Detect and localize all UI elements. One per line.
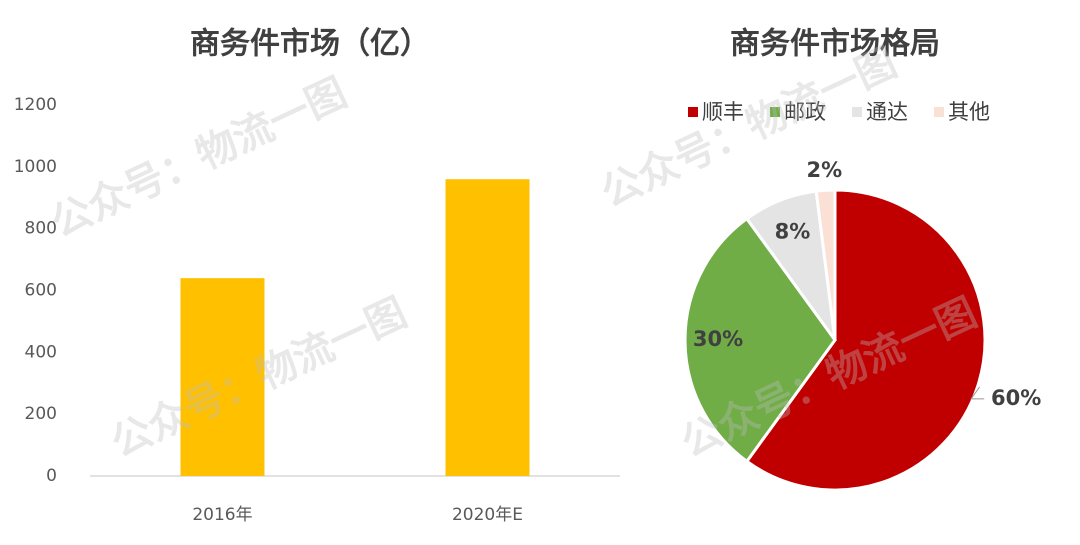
legend-label: 通达 (866, 100, 908, 124)
data-label: 30% (693, 327, 743, 351)
data-label: 60% (991, 386, 1041, 410)
data-label: 2% (807, 158, 843, 182)
y-tick-label: 0 (46, 466, 57, 486)
y-tick-label: 600 (25, 281, 57, 301)
bar (180, 278, 265, 476)
legend-label: 顺丰 (702, 100, 744, 124)
y-tick-label: 200 (25, 404, 57, 424)
watermark: 公众号：物流一图 (594, 40, 903, 217)
pie-slice (744, 188, 987, 492)
pie-slice (683, 216, 837, 464)
x-tick-label: 2016年 (192, 505, 252, 525)
legend-swatch (852, 107, 862, 117)
leader-line (970, 386, 985, 400)
chart-title: 商务件市场格局 (730, 27, 940, 62)
y-tick-label: 800 (25, 219, 57, 239)
bar (445, 179, 530, 476)
legend-swatch (770, 107, 780, 117)
pie-slice (814, 188, 837, 341)
legend-swatch (934, 107, 944, 117)
y-tick-label: 1200 (14, 95, 57, 115)
legend-swatch (688, 107, 698, 117)
legend-label: 邮政 (784, 100, 826, 124)
x-tick-label: 2020年E (452, 505, 523, 525)
watermark: 公众号：物流一图 (44, 70, 353, 247)
data-label: 8% (775, 220, 811, 244)
legend-label: 其他 (948, 100, 990, 124)
chart-title: 商务件市场（亿） (190, 27, 430, 62)
y-tick-label: 1000 (14, 157, 57, 177)
y-tick-label: 400 (25, 342, 57, 362)
